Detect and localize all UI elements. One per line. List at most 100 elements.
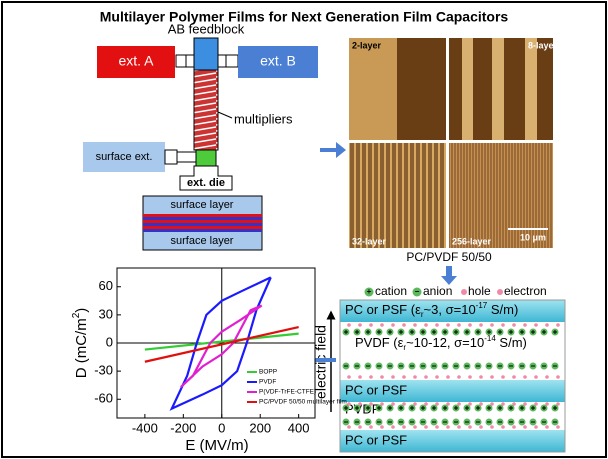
micrographs: 2-layer 8-layer 32-layer 256-layer 10 μm…	[349, 38, 558, 285]
charge	[512, 425, 516, 429]
charge	[545, 425, 549, 429]
charge	[402, 323, 406, 327]
charge	[435, 425, 439, 429]
charge	[402, 425, 406, 429]
label: surface layer	[171, 235, 234, 247]
label: surface layer	[171, 199, 234, 211]
y-tick-label: 30	[99, 306, 113, 321]
charge	[380, 375, 384, 379]
x-tick-label: -200	[170, 420, 196, 435]
charge	[490, 323, 494, 327]
charge	[501, 375, 505, 379]
charge	[457, 323, 461, 327]
x-tick-label: 400	[288, 420, 310, 435]
caption: PC/PVDF 50/50	[406, 250, 492, 264]
charge	[424, 375, 428, 379]
legend-label: PVDF	[259, 379, 276, 386]
charge	[391, 375, 395, 379]
charge	[479, 425, 483, 429]
x-axis-label: E (MV/m)	[185, 437, 248, 454]
charge	[512, 323, 516, 327]
charge	[556, 323, 560, 327]
charge	[490, 425, 494, 429]
charge	[413, 375, 417, 379]
charge	[358, 425, 362, 429]
legend-label: hole	[468, 284, 491, 298]
layer-label: PC or PSF	[345, 382, 407, 397]
label: surface ext.	[96, 151, 153, 163]
charge	[523, 375, 527, 379]
charge	[545, 323, 549, 327]
legend-label: BOPP	[259, 369, 277, 376]
charge	[534, 375, 538, 379]
label: ext. A	[118, 53, 154, 69]
y-tick-label: -60	[94, 391, 113, 406]
svg-text:−: −	[415, 287, 420, 296]
charge	[380, 323, 384, 327]
charge	[358, 323, 362, 327]
legend-label: cation	[375, 284, 407, 298]
y-tick-label: -30	[94, 363, 113, 378]
panel-label: 8-layer	[528, 40, 558, 50]
charge	[523, 425, 527, 429]
charge	[501, 323, 505, 327]
scale-label: 10 μm	[520, 232, 546, 242]
layer-label: PVDF (εr~10-12, σ=10-14 S/m)	[355, 334, 527, 352]
charge	[501, 425, 505, 429]
charge	[347, 425, 351, 429]
label: AB feedblock	[168, 21, 245, 36]
label: ext. B	[260, 53, 296, 69]
charge	[468, 425, 472, 429]
charge	[369, 375, 373, 379]
panel-label: 2-layer	[352, 40, 382, 50]
y-tick-label: 60	[99, 278, 113, 293]
charge	[479, 323, 483, 327]
charge	[512, 375, 516, 379]
panel-label: 256-layer	[452, 236, 492, 246]
y-tick-label: 0	[106, 334, 113, 349]
layer-stack: PC or PSF (εr~3, σ=10-17 S/m) PVDF (εr~1…	[302, 300, 565, 452]
charge	[347, 323, 351, 327]
charge	[457, 375, 461, 379]
charge	[391, 323, 395, 327]
legend-label: P(VDF-TrFE-CTFE)	[259, 389, 316, 396]
layer-label: PC or PSF (εr~3, σ=10-17 S/m)	[345, 301, 518, 319]
charge	[446, 425, 450, 429]
charge	[468, 323, 472, 327]
charge	[479, 375, 483, 379]
charge	[369, 323, 373, 327]
charge	[413, 425, 417, 429]
legend-label: PC/PVDF 50/50 multilayer film	[259, 399, 347, 406]
label: multipliers	[234, 111, 293, 126]
figure: Multilayer Polymer Films for Next Genera…	[0, 0, 608, 459]
charge	[446, 323, 450, 327]
charge	[402, 375, 406, 379]
svg-text:+: +	[367, 287, 372, 296]
charge	[545, 375, 549, 379]
legend-label: electron	[504, 284, 547, 298]
charge	[424, 425, 428, 429]
legend-label: anion	[423, 284, 452, 298]
charge	[435, 375, 439, 379]
charge	[391, 425, 395, 429]
charge	[457, 425, 461, 429]
charge	[490, 375, 494, 379]
charge	[468, 375, 472, 379]
charge	[556, 425, 560, 429]
x-tick-label: 200	[249, 420, 271, 435]
charge	[424, 323, 428, 327]
x-tick-label: -400	[132, 420, 158, 435]
charge	[556, 375, 560, 379]
panel-label: 32-layer	[352, 236, 387, 246]
charge	[534, 425, 538, 429]
charge	[523, 323, 527, 327]
charge	[358, 375, 362, 379]
charge	[413, 323, 417, 327]
y-axis-label: D (mC/m2)	[71, 308, 90, 379]
layer-label: PC or PSF	[345, 432, 407, 447]
x-tick-label: 0	[218, 420, 225, 435]
charge	[534, 323, 538, 327]
charge	[435, 323, 439, 327]
charge	[369, 425, 373, 429]
charge	[347, 375, 351, 379]
